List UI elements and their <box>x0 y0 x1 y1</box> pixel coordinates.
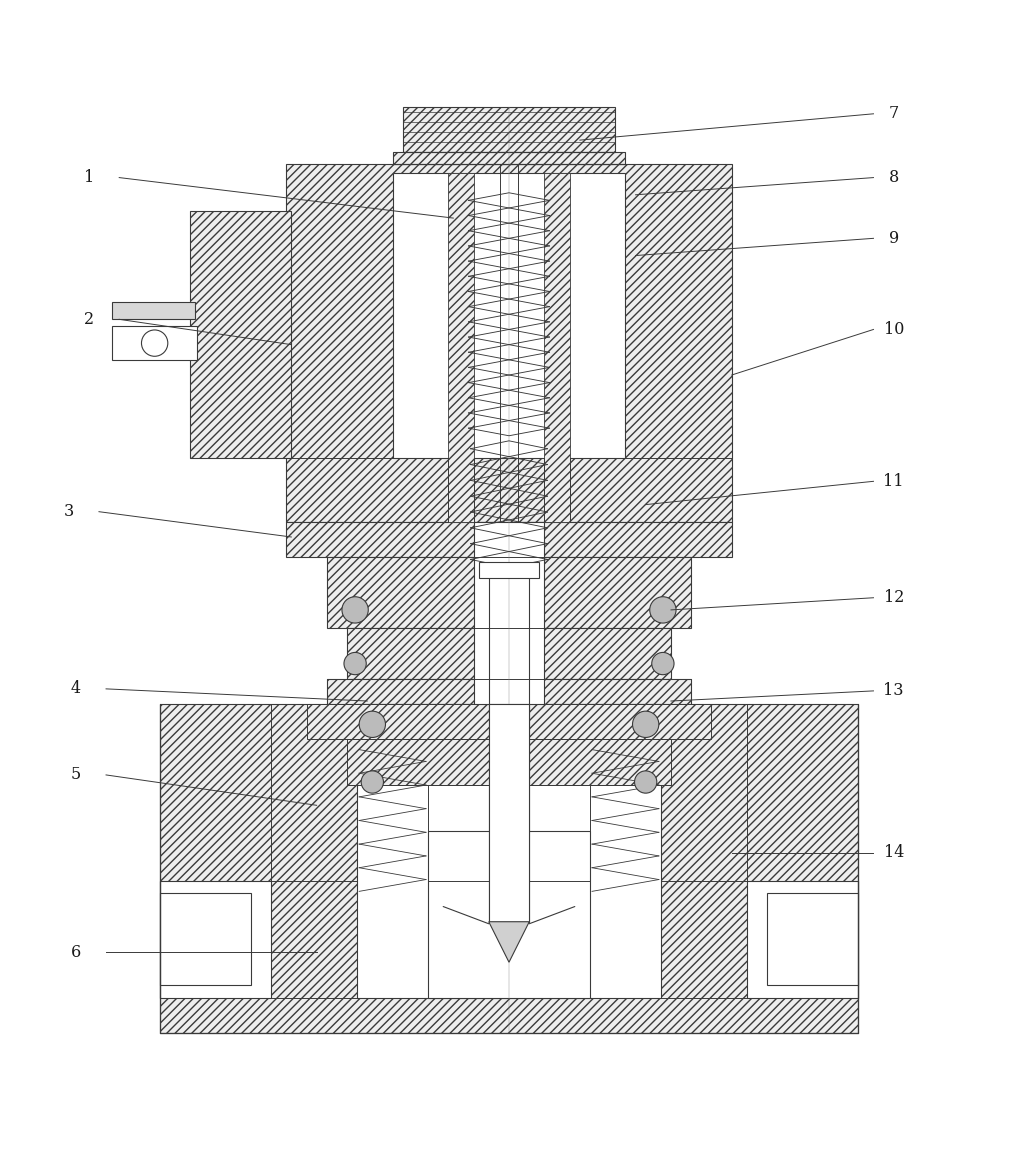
Circle shape <box>649 597 676 623</box>
Bar <box>306 705 712 739</box>
Text: 5: 5 <box>70 767 80 783</box>
Circle shape <box>632 711 659 737</box>
Bar <box>768 893 858 984</box>
Text: 13: 13 <box>884 683 904 700</box>
Bar <box>347 628 671 679</box>
Text: 2: 2 <box>83 311 94 328</box>
Bar <box>403 106 615 152</box>
Bar <box>160 881 271 998</box>
Text: 1: 1 <box>83 169 94 186</box>
Polygon shape <box>489 922 529 962</box>
Bar <box>286 522 732 557</box>
Bar <box>112 327 197 360</box>
Bar <box>160 893 250 984</box>
Text: 10: 10 <box>884 321 904 338</box>
Bar <box>357 705 661 998</box>
Bar <box>327 557 691 628</box>
Text: 14: 14 <box>884 844 904 862</box>
Circle shape <box>652 653 674 675</box>
Bar <box>327 679 691 705</box>
Text: 8: 8 <box>889 169 899 186</box>
Text: 7: 7 <box>889 105 899 122</box>
Text: 3: 3 <box>63 504 73 520</box>
Bar <box>393 172 625 459</box>
Text: 6: 6 <box>70 944 80 961</box>
Bar <box>393 152 625 164</box>
Bar <box>489 705 529 922</box>
Bar <box>347 739 671 785</box>
Circle shape <box>344 653 366 675</box>
Text: 12: 12 <box>884 589 904 606</box>
Bar <box>286 164 732 522</box>
Bar <box>428 830 590 998</box>
Text: 9: 9 <box>889 230 899 247</box>
Circle shape <box>359 711 386 737</box>
Text: 4: 4 <box>70 680 80 698</box>
Circle shape <box>142 330 168 356</box>
Bar <box>473 522 545 705</box>
Bar <box>448 172 473 522</box>
Circle shape <box>361 770 384 793</box>
Circle shape <box>342 597 369 623</box>
Bar <box>190 211 291 459</box>
Text: 11: 11 <box>884 472 904 490</box>
Bar <box>112 303 195 319</box>
Bar <box>545 172 570 522</box>
Circle shape <box>634 770 657 793</box>
Bar <box>160 705 858 1033</box>
Bar <box>747 881 858 998</box>
Bar <box>478 562 540 578</box>
